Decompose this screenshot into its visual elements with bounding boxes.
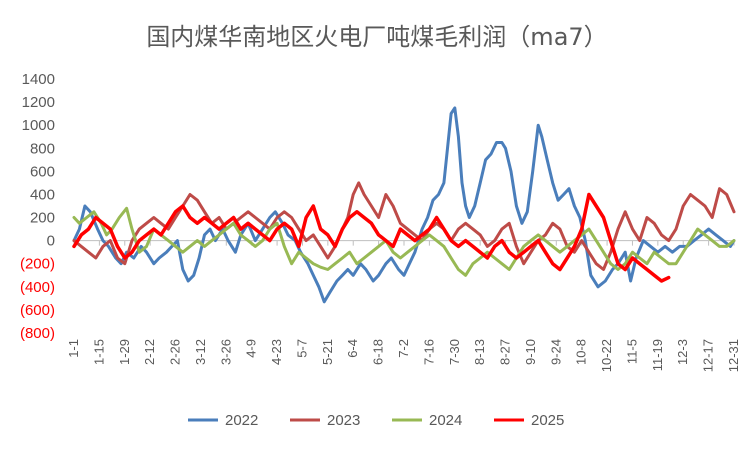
- x-tick-label: 8-13: [472, 339, 487, 365]
- series-line-2022: [72, 106, 736, 304]
- series-line-2023: [72, 181, 736, 271]
- y-tick-label: 1400: [22, 71, 55, 88]
- chart-title: 国内煤华南地区火电厂吨煤毛利润（ma7）: [146, 23, 607, 51]
- y-tick-label: 0: [47, 233, 55, 250]
- series-layer: [72, 106, 736, 304]
- y-tick-label: (600): [20, 302, 55, 319]
- y-tick-label: 1000: [22, 117, 55, 134]
- x-tick-label: 8-27: [498, 339, 513, 365]
- y-axis: 1400 1200 1000 800 600 400 200 0 (200) (400) (600)…: [20, 71, 55, 342]
- y-tick-label: 200: [30, 210, 55, 227]
- x-tick-label: 11-19: [650, 339, 665, 371]
- legend-label-2022: 2022: [225, 412, 258, 429]
- y-tick-label: (800): [20, 325, 55, 342]
- x-tick-label: 3-12: [193, 339, 208, 365]
- x-tick-label: 12-17: [701, 339, 716, 372]
- x-axis: 1-1 1-15 1-29 2-12 2-26 3-12 3-26 4-9 4-23 5-7 5-2…: [66, 240, 741, 372]
- legend-label-2025: 2025: [531, 412, 564, 429]
- legend: 2022 2023 2024 2025: [188, 412, 564, 429]
- x-tick-label: 12-31: [726, 339, 741, 372]
- y-tick-label: 600: [30, 163, 55, 180]
- x-tick-label: 10-8: [574, 339, 589, 365]
- x-tick-label: 7-2: [396, 339, 411, 358]
- series-line-2025: [72, 192, 671, 283]
- x-tick-label: 9-10: [523, 339, 538, 365]
- x-tick-label: 5-7: [294, 339, 309, 358]
- x-tick-label: 6-4: [345, 339, 360, 358]
- x-tick-label: 9-24: [548, 339, 563, 365]
- x-tick-label: 7-30: [447, 339, 462, 365]
- x-tick-label: 7-16: [421, 339, 436, 365]
- x-tick-label: 10-22: [599, 339, 614, 372]
- y-tick-label: (400): [20, 279, 55, 296]
- x-tick-label: 6-18: [371, 339, 386, 365]
- x-tick-label: 1-29: [117, 339, 132, 365]
- y-tick-label: 1200: [22, 94, 55, 111]
- x-tick-label: 1-15: [91, 339, 106, 365]
- x-tick-label: 12-3: [675, 339, 690, 365]
- x-tick-label: 1-1: [66, 339, 81, 358]
- legend-label-2024: 2024: [429, 412, 462, 429]
- legend-label-2023: 2023: [327, 412, 360, 429]
- x-tick-label: 2-26: [168, 339, 183, 365]
- y-tick-label: (200): [20, 256, 55, 273]
- x-tick-label: 3-26: [218, 339, 233, 365]
- x-tick-label: 4-23: [269, 339, 284, 365]
- x-tick-label: 5-21: [320, 339, 335, 365]
- x-tick-label: 4-9: [244, 339, 259, 358]
- y-tick-label: 800: [30, 140, 55, 157]
- x-tick-label: 11-5: [624, 339, 639, 364]
- y-tick-label: 400: [30, 186, 55, 203]
- x-tick-label: 2-12: [142, 339, 157, 365]
